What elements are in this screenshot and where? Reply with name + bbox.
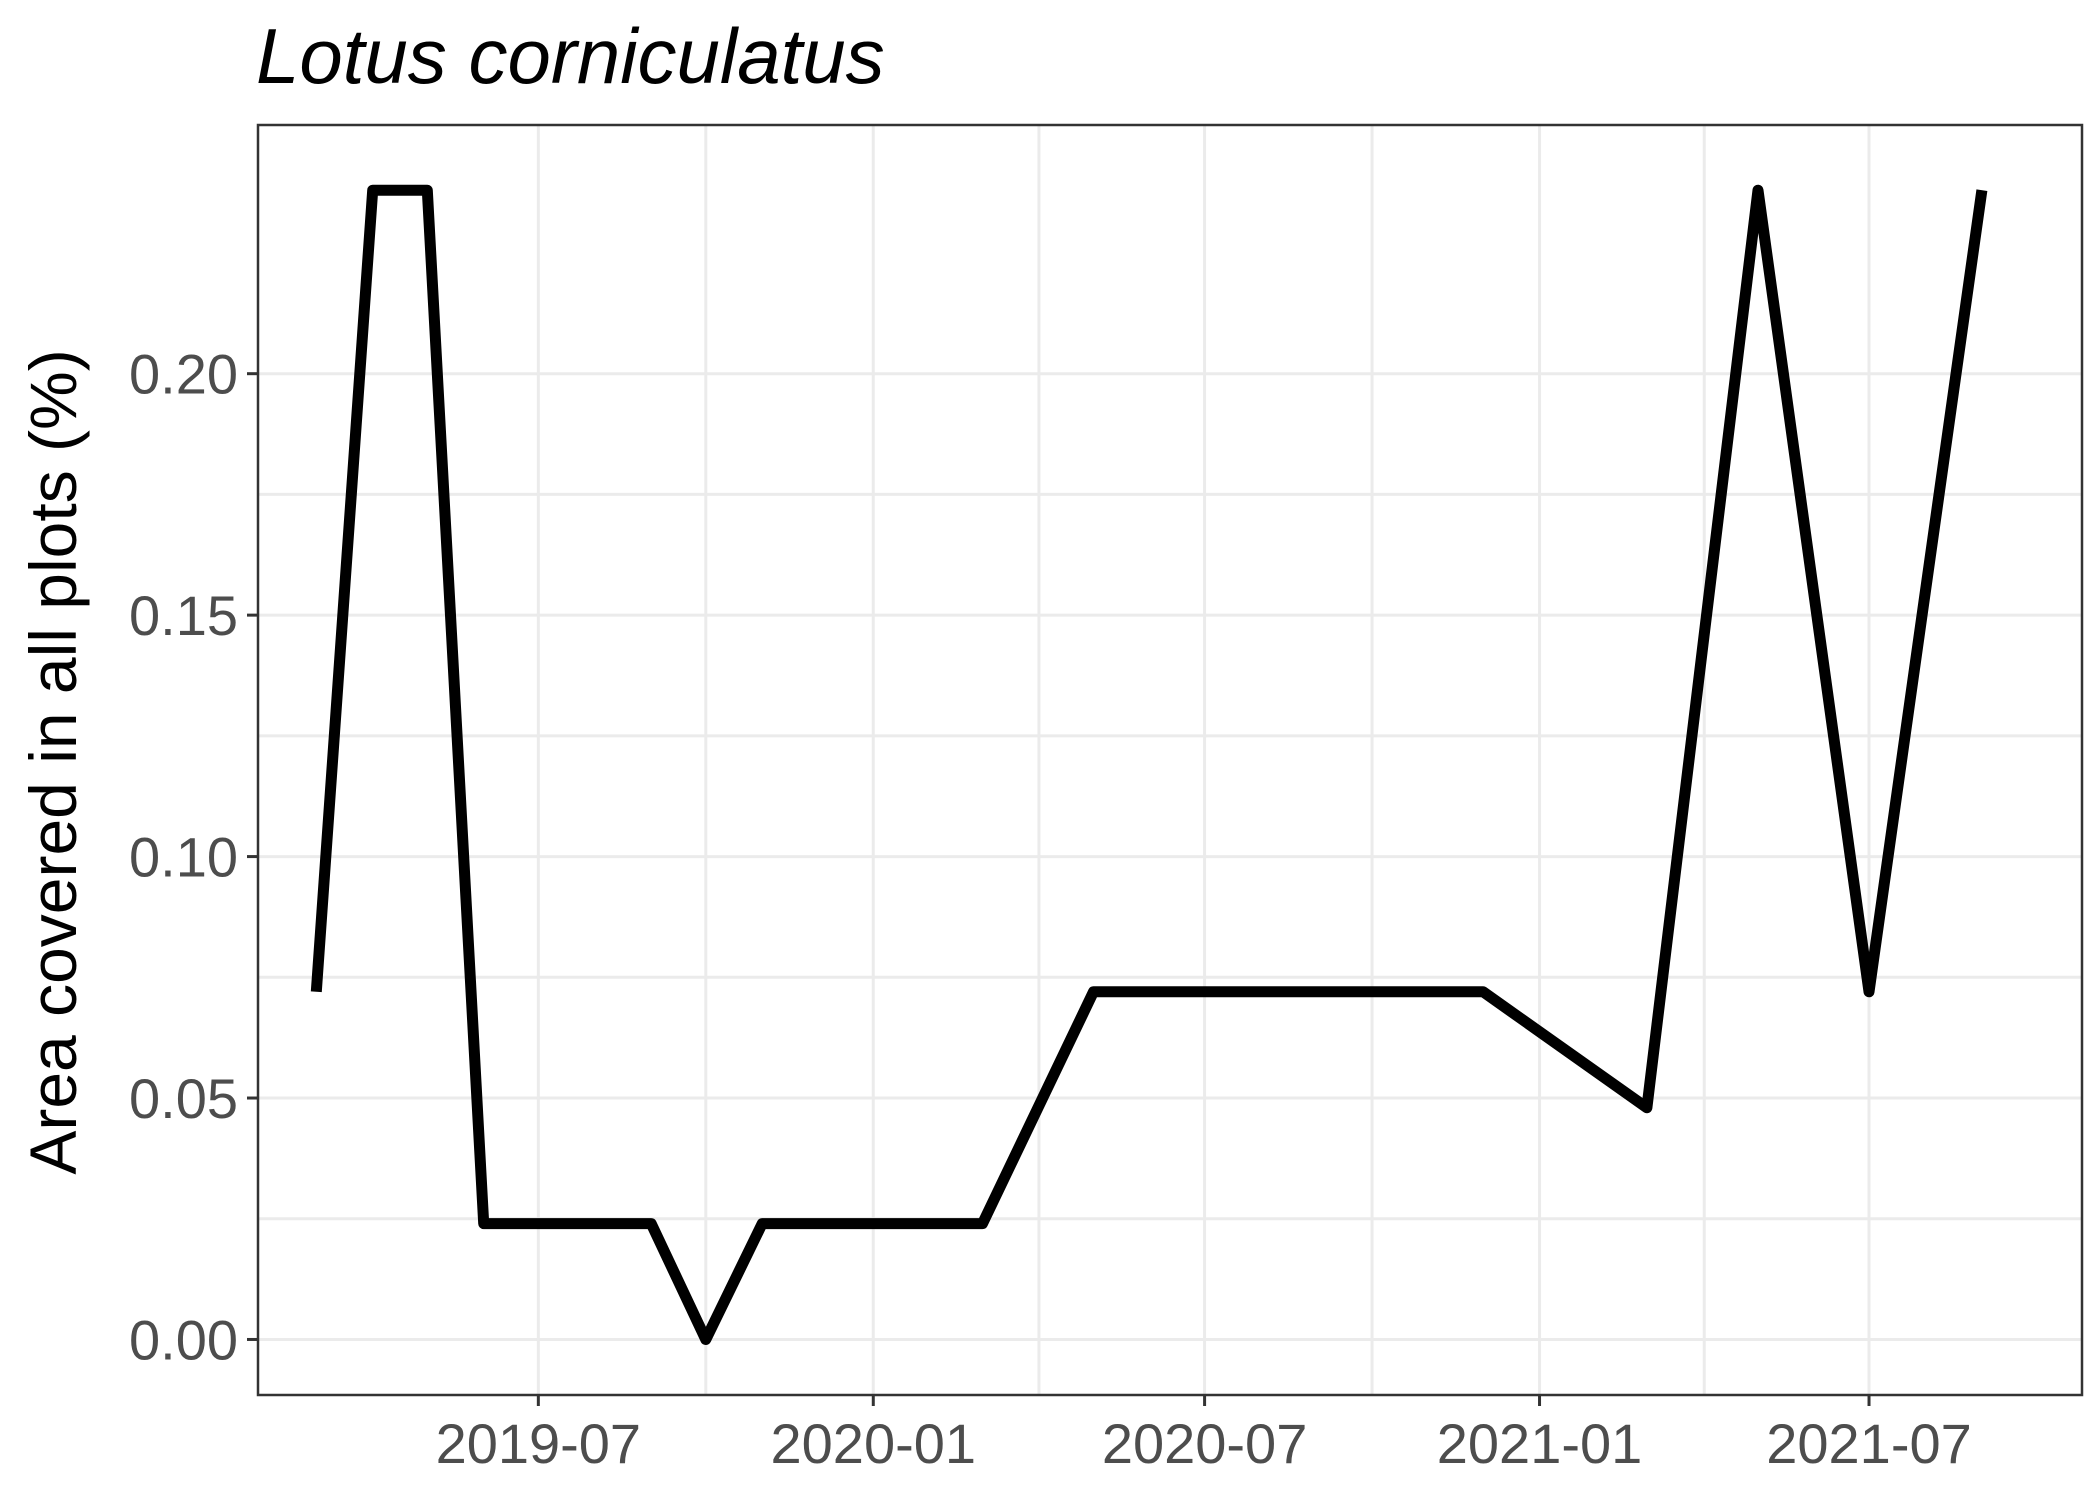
y-tick-label: 0.10	[129, 826, 238, 889]
series-lines	[310, 184, 1988, 1345]
x-tick-label: 2019-07	[436, 1412, 642, 1475]
axis-ticks	[247, 372, 1871, 1406]
x-tick-label: 2021-07	[1766, 1412, 1972, 1475]
y-tick-label: 0.15	[129, 584, 238, 647]
series-line	[310, 184, 1988, 1345]
x-tick-label: 2020-07	[1102, 1412, 1308, 1475]
x-tick-label: 2021-01	[1437, 1412, 1643, 1475]
grid-lines	[258, 125, 2082, 1395]
plot-panel-border	[256, 123, 2084, 1397]
y-tick-label: 0.05	[129, 1067, 238, 1130]
x-tick-label: 2020-01	[771, 1412, 977, 1475]
y-tick-labels: 0.00 0.05 0.10 0.15 0.20	[129, 343, 238, 1372]
y-axis-label: Area covered in all plots (%)	[16, 349, 90, 1174]
y-tick-label: 0.20	[129, 343, 238, 406]
y-tick-label: 0.00	[129, 1308, 238, 1371]
chart-title: Lotus corniculatus	[256, 12, 885, 100]
x-tick-labels: 2019-07 2020-01 2020-07 2021-01 2021-07	[436, 1412, 1972, 1475]
